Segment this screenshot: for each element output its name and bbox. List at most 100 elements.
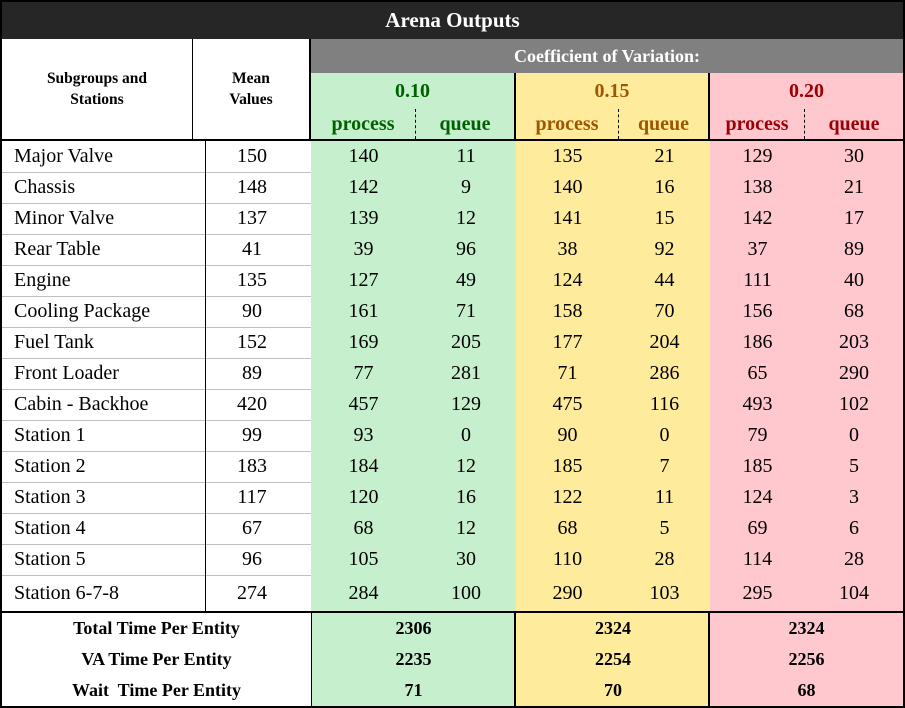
coefficient-of-variation-header: Coefficient of Variation: (311, 39, 903, 73)
total-time-015: 2324 (595, 618, 631, 638)
queue-020-cell: 28 (805, 544, 903, 575)
mean-value: 148 (193, 172, 313, 203)
queue-020-cell: 30 (805, 141, 903, 172)
queue-015-cell: 7 (619, 451, 712, 482)
process-020-cell: 69 (710, 513, 806, 544)
table-row: Cooling Package 90 161 71 158 70 156 68 (2, 296, 903, 328)
table-row: Station 4 67 68 12 68 5 69 6 (2, 513, 903, 545)
process-020-cell: 156 (710, 296, 806, 327)
queue-010-cell: 9 (416, 172, 518, 203)
totals-label: Wait Time Per Entity (2, 675, 312, 706)
totals-row-va-time: VA Time Per Entity 2235 2254 2256 (2, 644, 903, 675)
process-020-cell: 114 (710, 544, 806, 575)
process-010-cell: 139 (311, 203, 417, 234)
queue-010-cell: 0 (416, 420, 518, 451)
process-020-cell: 142 (710, 203, 806, 234)
wait-time-010: 71 (404, 680, 423, 700)
mean-value: 274 (193, 575, 313, 611)
process-020-cell: 79 (710, 420, 806, 451)
mean-values-header: Mean Values (193, 39, 311, 139)
queue-010-cell: 281 (416, 358, 518, 389)
station-name: Front Loader (2, 358, 206, 389)
process-015-cell: 177 (516, 327, 620, 358)
process-015-cell: 90 (516, 420, 620, 451)
queue-020-cell: 6 (805, 513, 903, 544)
mean-value: 90 (193, 296, 313, 327)
subgroups-header: Subgroups and Stations (2, 39, 193, 139)
process-015-cell: 68 (516, 513, 620, 544)
station-name: Station 5 (2, 544, 206, 575)
wait-time-015: 70 (604, 680, 622, 700)
queue-015-cell: 11 (619, 482, 712, 513)
station-rows: Major Valve 150 140 11 135 21 129 30 Chassis 148 1… (2, 139, 903, 611)
queue-010-cell: 12 (416, 513, 518, 544)
queue-010-cell: 12 (416, 203, 518, 234)
process-020-cell: 37 (710, 234, 806, 265)
process-015-cell: 71 (516, 358, 620, 389)
table-row: Station 3 117 120 16 122 11 124 3 (2, 482, 903, 514)
table-row: Cabin - Backhoe 420 457 129 475 116 493 102 (2, 389, 903, 421)
mean-value: 96 (193, 544, 313, 575)
totals-label: VA Time Per Entity (2, 644, 312, 675)
station-name: Chassis (2, 172, 206, 203)
process-010-cell: 77 (311, 358, 417, 389)
queue-010-cell: 11 (416, 141, 518, 172)
queue-010-cell: 96 (416, 234, 518, 265)
va-time-010: 2235 (395, 649, 432, 669)
wait-time-020: 68 (797, 680, 816, 700)
queue-020-cell: 68 (805, 296, 903, 327)
totals-row-wait-time: Wait Time Per Entity 71 70 68 (2, 675, 903, 706)
table-row: Chassis 148 142 9 140 16 138 21 (2, 172, 903, 204)
station-name: Engine (2, 265, 206, 296)
station-name: Station 6-7-8 (2, 575, 206, 611)
process-020-cell: 493 (710, 389, 806, 420)
total-time-020: 2324 (788, 618, 825, 638)
queue-015-cell: 92 (619, 234, 712, 265)
process-header-010: process (311, 109, 416, 139)
totals-label: Total Time Per Entity (2, 613, 312, 644)
queue-015-cell: 21 (619, 141, 712, 172)
process-015-cell: 124 (516, 265, 620, 296)
station-name: Fuel Tank (2, 327, 206, 358)
queue-020-cell: 203 (805, 327, 903, 358)
table-title: Arena Outputs (2, 2, 903, 39)
station-name: Station 2 (2, 451, 206, 482)
queue-010-cell: 129 (416, 389, 518, 420)
mean-value: 183 (193, 451, 313, 482)
table-row: Station 6-7-8 274 284 100 290 103 295 104 (2, 575, 903, 611)
process-010-cell: 169 (311, 327, 417, 358)
process-015-cell: 38 (516, 234, 620, 265)
table-row: Station 5 96 105 30 110 28 114 28 (2, 544, 903, 576)
queue-020-cell: 290 (805, 358, 903, 389)
mean-value: 135 (193, 265, 313, 296)
mean-value: 152 (193, 327, 313, 358)
mean-value: 41 (193, 234, 313, 265)
process-015-cell: 140 (516, 172, 620, 203)
queue-header-010: queue (416, 109, 516, 139)
queue-020-cell: 3 (805, 482, 903, 513)
process-020-cell: 111 (710, 265, 806, 296)
cv-group-header-020: 0.20 (710, 73, 903, 109)
table-row: Minor Valve 137 139 12 141 15 142 17 (2, 203, 903, 235)
process-010-cell: 284 (311, 575, 417, 611)
queue-header-020: queue (805, 109, 903, 139)
mean-value: 89 (193, 358, 313, 389)
process-020-cell: 138 (710, 172, 806, 203)
queue-010-cell: 71 (416, 296, 518, 327)
queue-header-015: queue (619, 109, 710, 139)
cv-group-header-015: 0.15 (516, 73, 710, 109)
table-row: Front Loader 89 77 281 71 286 65 290 (2, 358, 903, 390)
process-010-cell: 184 (311, 451, 417, 482)
process-010-cell: 39 (311, 234, 417, 265)
queue-020-cell: 40 (805, 265, 903, 296)
queue-020-cell: 21 (805, 172, 903, 203)
queue-015-cell: 0 (619, 420, 712, 451)
process-020-cell: 186 (710, 327, 806, 358)
process-015-cell: 158 (516, 296, 620, 327)
queue-015-cell: 103 (619, 575, 712, 611)
queue-010-cell: 100 (416, 575, 518, 611)
queue-010-cell: 12 (416, 451, 518, 482)
station-name: Rear Table (2, 234, 206, 265)
station-name: Cabin - Backhoe (2, 389, 206, 420)
